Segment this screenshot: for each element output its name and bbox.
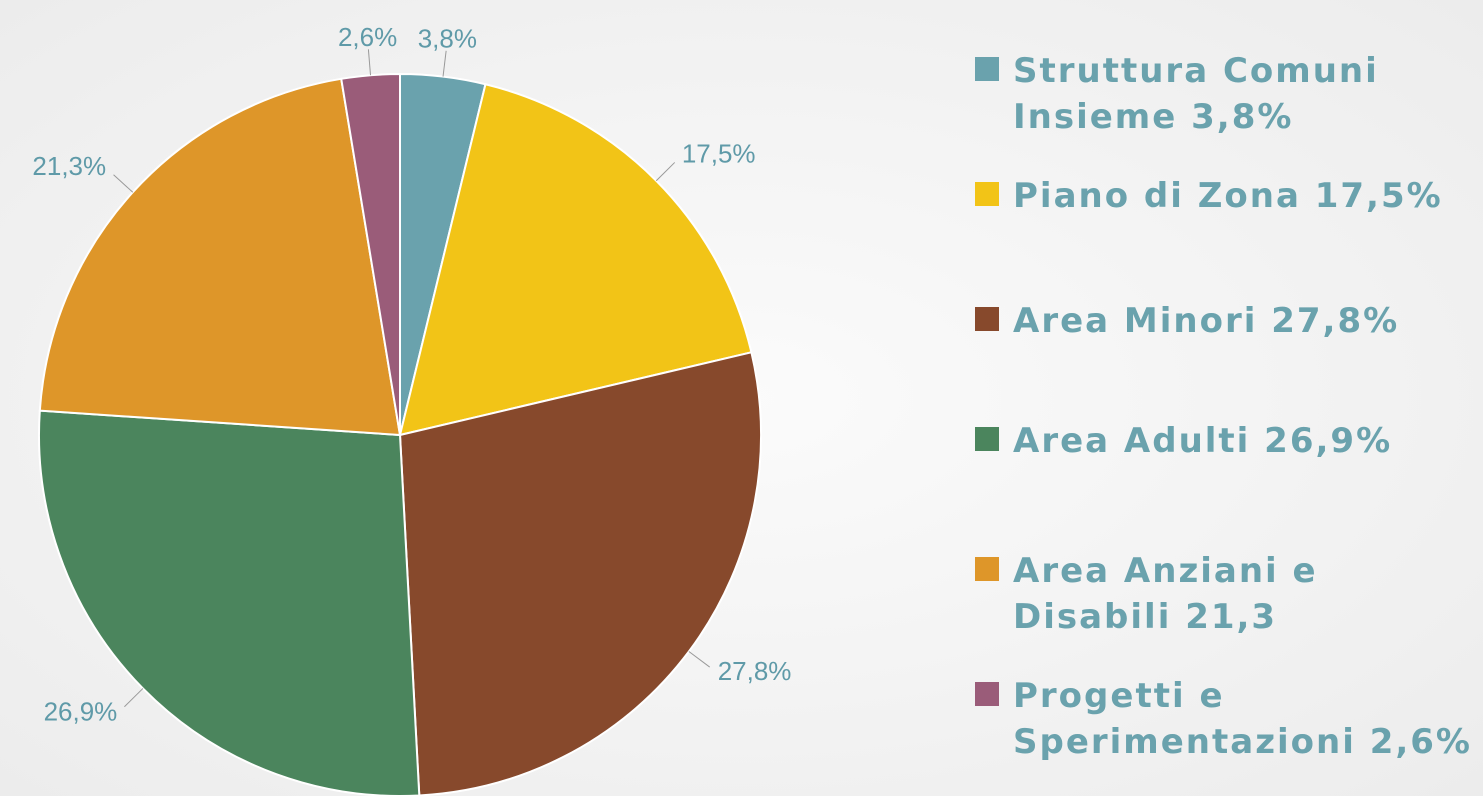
legend-swatch [975, 307, 999, 331]
data-label: 27,8% [718, 656, 792, 686]
pie-slice [38, 409, 421, 796]
legend-swatch [975, 57, 999, 81]
leader-line [655, 162, 676, 182]
leader-line [367, 49, 372, 76]
legend-item: Piano di Zona 17,5% [975, 173, 1480, 219]
legend-label: Area Adulti 26,9% [1013, 421, 1393, 461]
legend-label: Progetti e Sperimentazioni 2,6% [1013, 676, 1472, 762]
legend-label: Struttura Comuni Insieme 3,8% [1013, 51, 1379, 137]
legend-item: Area Adulti 26,9% [975, 418, 1480, 464]
legend-item: Area Minori 27,8% [975, 298, 1480, 344]
pie-slice [38, 77, 402, 437]
leader-line [124, 688, 144, 708]
leader-line [442, 50, 447, 77]
legend-label: Area Minori 27,8% [1013, 301, 1400, 341]
legend-swatch [975, 182, 999, 206]
data-label: 2,6% [338, 22, 397, 52]
legend-label: Piano di Zona 17,5% [1013, 176, 1443, 216]
data-label: 21,3% [32, 151, 106, 181]
data-label: 26,9% [44, 697, 118, 727]
legend-item: Struttura Comuni Insieme 3,8% [975, 48, 1480, 140]
data-label: 17,5% [682, 138, 756, 168]
legend-item: Area Anziani e Disabili 21,3 [975, 548, 1480, 640]
leader-line [113, 174, 134, 193]
legend-swatch [975, 427, 999, 451]
pie-slice [340, 72, 401, 436]
legend-swatch [975, 682, 999, 706]
legend-item: Progetti e Sperimentazioni 2,6% [975, 673, 1480, 765]
leader-line [688, 651, 710, 668]
legend-swatch [975, 557, 999, 581]
legend-label: Area Anziani e Disabili 21,3 [1013, 551, 1318, 637]
data-label: 3,8% [418, 24, 477, 54]
